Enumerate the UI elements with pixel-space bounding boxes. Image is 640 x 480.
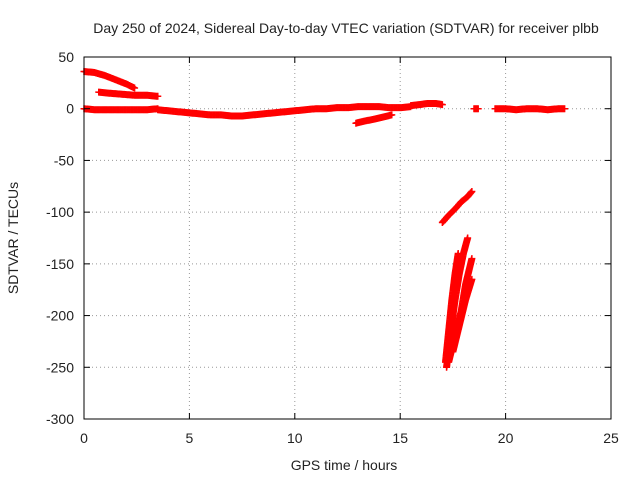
data-segment: [80, 105, 162, 114]
chart-title: Day 250 of 2024, Sidereal Day-to-day VTE…: [93, 20, 599, 36]
data-point: [468, 255, 476, 263]
data-segment: [80, 67, 139, 92]
y-tick-label: -200: [46, 308, 74, 324]
x-tick-label: 20: [498, 430, 514, 446]
y-axis-ticks: 50 0 -50 -100 -150 -200 -250 -300: [46, 49, 611, 427]
data-point: [468, 187, 476, 195]
data-point: [154, 92, 162, 100]
x-tick-label: 0: [80, 430, 88, 446]
data-point: [561, 105, 569, 113]
data-segment: [407, 100, 446, 110]
data-segment: [449, 275, 476, 356]
x-axis-ticks: 0 5 10 15 20 25: [80, 57, 619, 446]
x-tick-label: 5: [186, 430, 194, 446]
y-tick-label: -50: [54, 152, 74, 168]
data-segment: [95, 88, 162, 100]
data-segment: [438, 187, 476, 226]
data-segment: [470, 105, 482, 113]
data-point: [438, 101, 446, 109]
x-tick-label: 25: [603, 430, 619, 446]
data-point: [468, 275, 476, 283]
y-tick-label: -250: [46, 359, 74, 375]
data-segment: [154, 103, 415, 120]
data-point: [474, 105, 482, 113]
data-point: [131, 84, 139, 92]
data-point: [388, 111, 396, 119]
x-tick-label: 15: [392, 430, 408, 446]
plot-frame: [83, 56, 612, 420]
grid-lines: [84, 57, 611, 419]
y-axis-label: SDTVAR / TECUs: [5, 182, 21, 294]
x-axis-label: GPS time / hours: [291, 457, 398, 473]
x-tick-label: 10: [287, 430, 303, 446]
data-segment: [352, 111, 396, 127]
y-tick-label: -150: [46, 256, 74, 272]
data-points: [80, 67, 569, 371]
data-segment: [491, 105, 569, 114]
y-tick-label: -300: [46, 411, 74, 427]
y-tick-label: 50: [58, 49, 74, 65]
y-tick-label: 0: [66, 101, 74, 117]
y-tick-label: -100: [46, 204, 74, 220]
data-point: [464, 234, 472, 242]
